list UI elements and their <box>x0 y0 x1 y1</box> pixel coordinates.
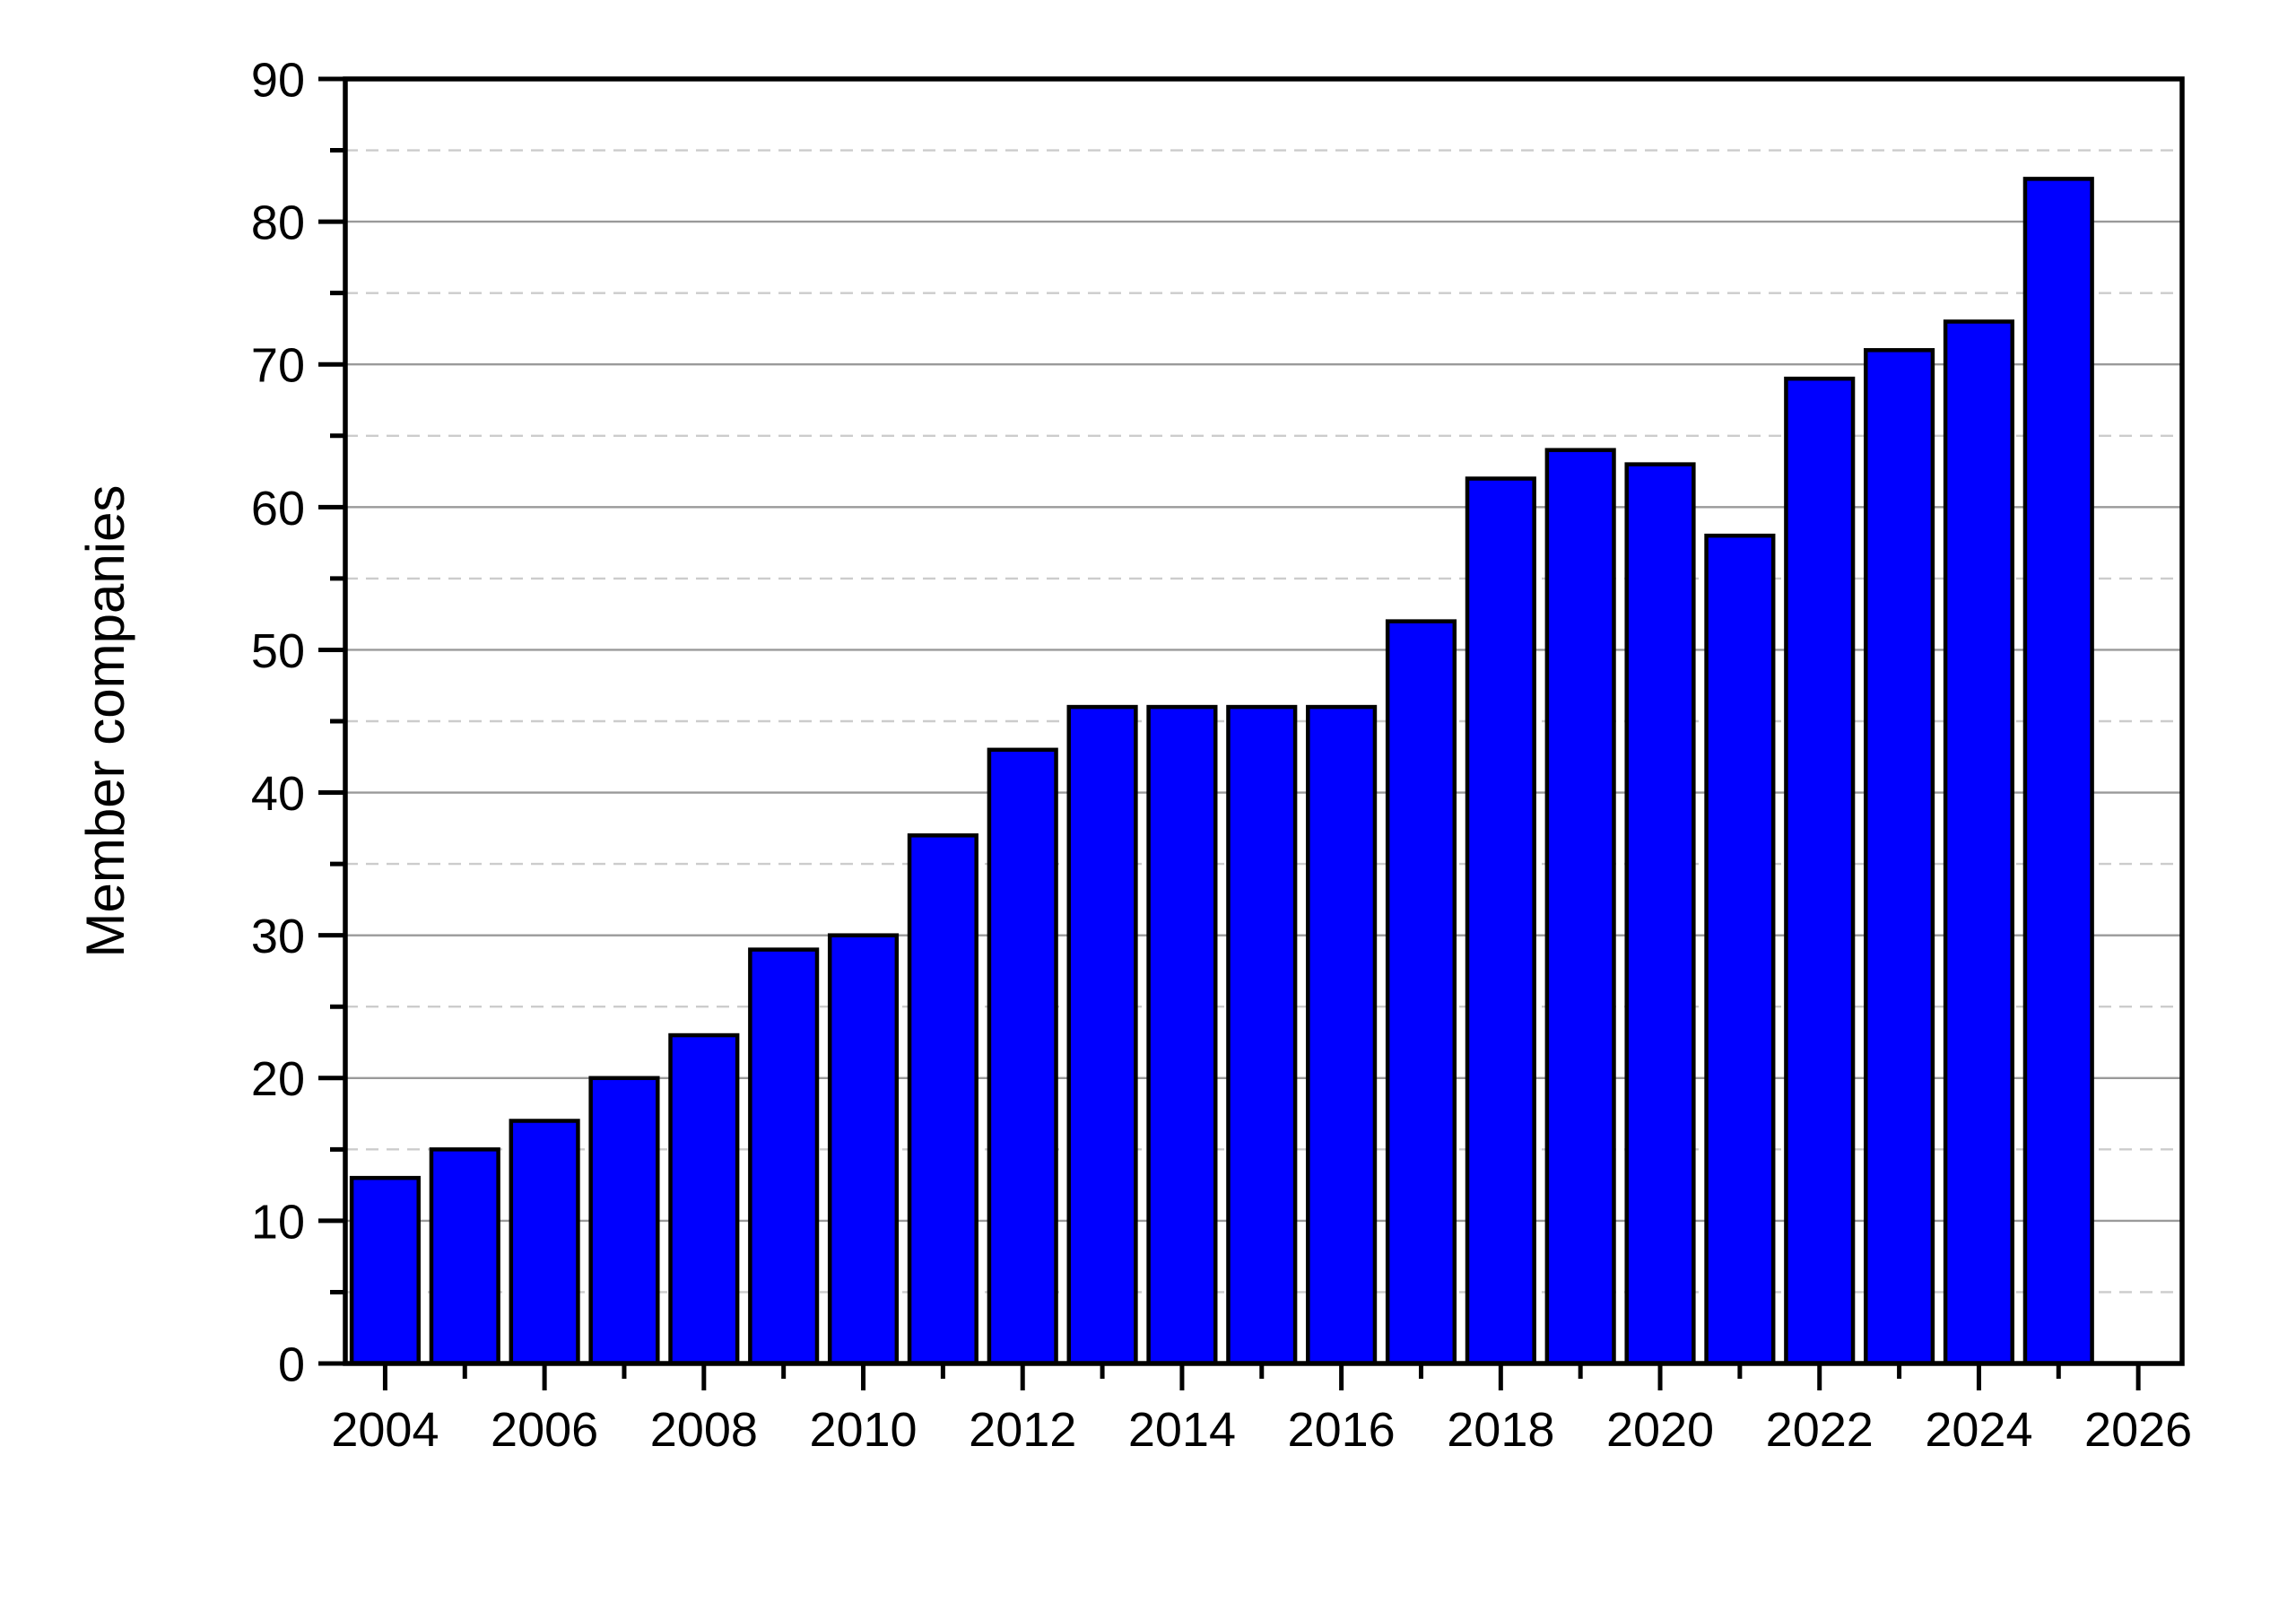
y-tick-label-60: 60 <box>251 482 305 536</box>
tick-labels-layer: 0 10 20 30 40 50 60 70 80 90 2004 2006 2008 2010 2012 2… <box>251 53 2192 1457</box>
y-tick-label-40: 40 <box>251 767 305 821</box>
y-tick-label-90: 90 <box>251 53 305 107</box>
bar-2013 <box>1066 704 1138 1366</box>
bars-layer <box>349 177 2094 1366</box>
y-tick-label-30: 30 <box>251 910 305 963</box>
bar-2004 <box>349 1175 421 1366</box>
bar-2011 <box>907 833 978 1366</box>
x-tick-label-2014: 2014 <box>1128 1403 1236 1457</box>
bar-2015 <box>1226 704 1298 1366</box>
y-tick-label-10: 10 <box>251 1195 305 1249</box>
bar-2023 <box>1864 348 1935 1366</box>
x-tick-label-2008: 2008 <box>650 1403 758 1457</box>
bar-2021 <box>1704 533 1776 1366</box>
x-tick-label-2022: 2022 <box>1766 1403 1874 1457</box>
x-tick-label-2026: 2026 <box>2084 1403 2192 1457</box>
y-tick-label-70: 70 <box>251 339 305 393</box>
bar-2005 <box>429 1147 500 1366</box>
y-tick-label-0: 0 <box>278 1337 305 1391</box>
bar-2017 <box>1385 619 1457 1366</box>
bar-2016 <box>1306 704 1378 1366</box>
x-tick-label-2006: 2006 <box>491 1403 598 1457</box>
bar-2018 <box>1465 476 1536 1366</box>
bar-2008 <box>668 1032 740 1366</box>
bar-2019 <box>1544 448 1616 1366</box>
bar-2014 <box>1146 704 1218 1366</box>
y-axis-title: Member companies <box>75 485 135 958</box>
x-tick-label-2016: 2016 <box>1288 1403 1396 1457</box>
bar-2010 <box>827 933 900 1366</box>
bar-2006 <box>509 1119 580 1366</box>
bar-2025 <box>2022 177 2094 1366</box>
y-tick-label-20: 20 <box>251 1052 305 1106</box>
y-tick-label-80: 80 <box>251 196 305 250</box>
bar-2022 <box>1784 376 1856 1366</box>
y-tick-label-50: 50 <box>251 624 305 678</box>
x-tick-label-2012: 2012 <box>969 1403 1076 1457</box>
bar-2012 <box>987 747 1058 1366</box>
x-tick-label-2024: 2024 <box>1925 1403 2032 1457</box>
x-tick-label-2020: 2020 <box>1606 1403 1714 1457</box>
x-tick-label-2018: 2018 <box>1447 1403 1554 1457</box>
ticks-layer <box>318 76 2141 1390</box>
bar-2020 <box>1624 462 1696 1366</box>
bar-2024 <box>1943 319 2014 1366</box>
bar-2007 <box>588 1076 660 1366</box>
x-tick-label-2010: 2010 <box>809 1403 917 1457</box>
x-tick-label-2004: 2004 <box>331 1403 439 1457</box>
bar-2009 <box>748 947 820 1366</box>
